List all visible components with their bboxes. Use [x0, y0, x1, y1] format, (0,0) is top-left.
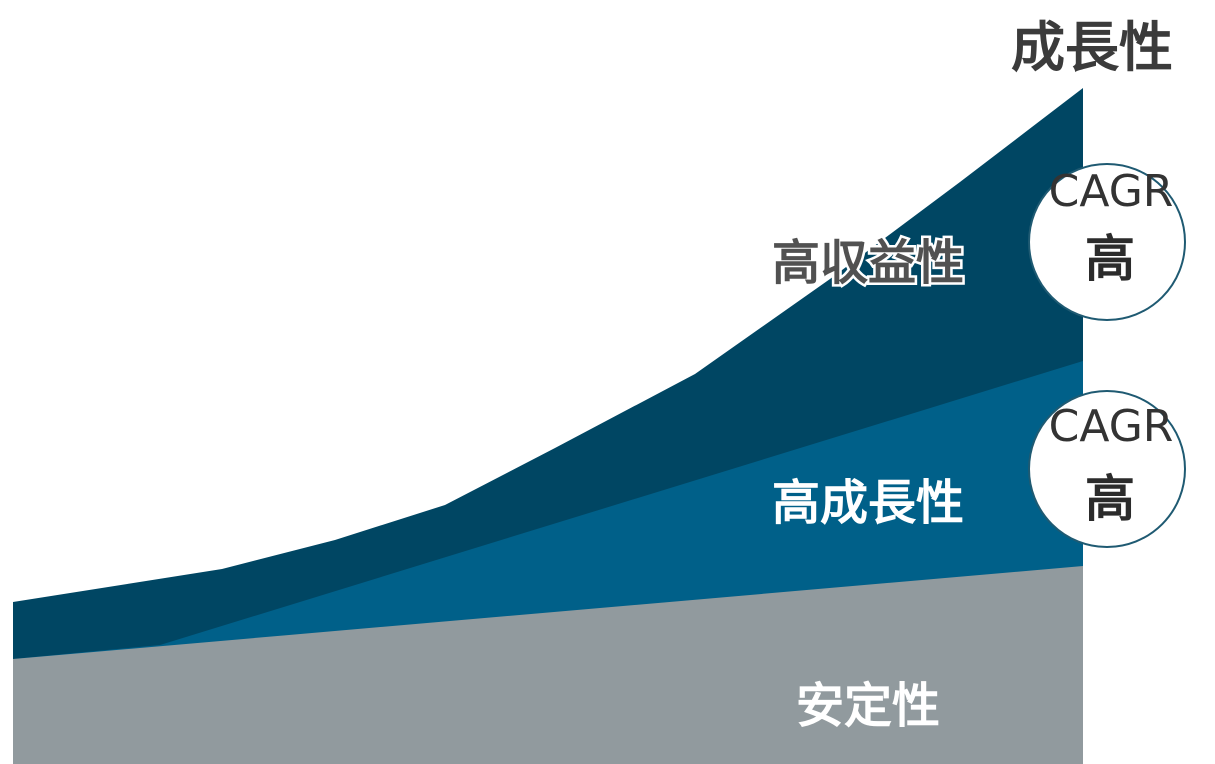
cagr-badge-top: CAGR 高: [1028, 163, 1186, 321]
badge-top-text: CAGR: [1049, 401, 1174, 452]
badge-bottom-text: 高: [1085, 230, 1135, 288]
cagr-badge-middle: CAGR 高: [1028, 390, 1186, 548]
layer-stability: [13, 566, 1083, 764]
badge-bottom-text: 高: [1085, 470, 1135, 528]
diagram-title: 成長性: [1011, 16, 1173, 79]
badge-circle: [1028, 390, 1186, 548]
label-stability: 安定性: [796, 678, 940, 734]
badge-top-text: CAGR: [1049, 166, 1174, 217]
badge-circle: [1028, 163, 1186, 321]
label-high-growth: 高成長性: [772, 475, 964, 531]
label-high-profitability: 高収益性: [772, 235, 964, 291]
